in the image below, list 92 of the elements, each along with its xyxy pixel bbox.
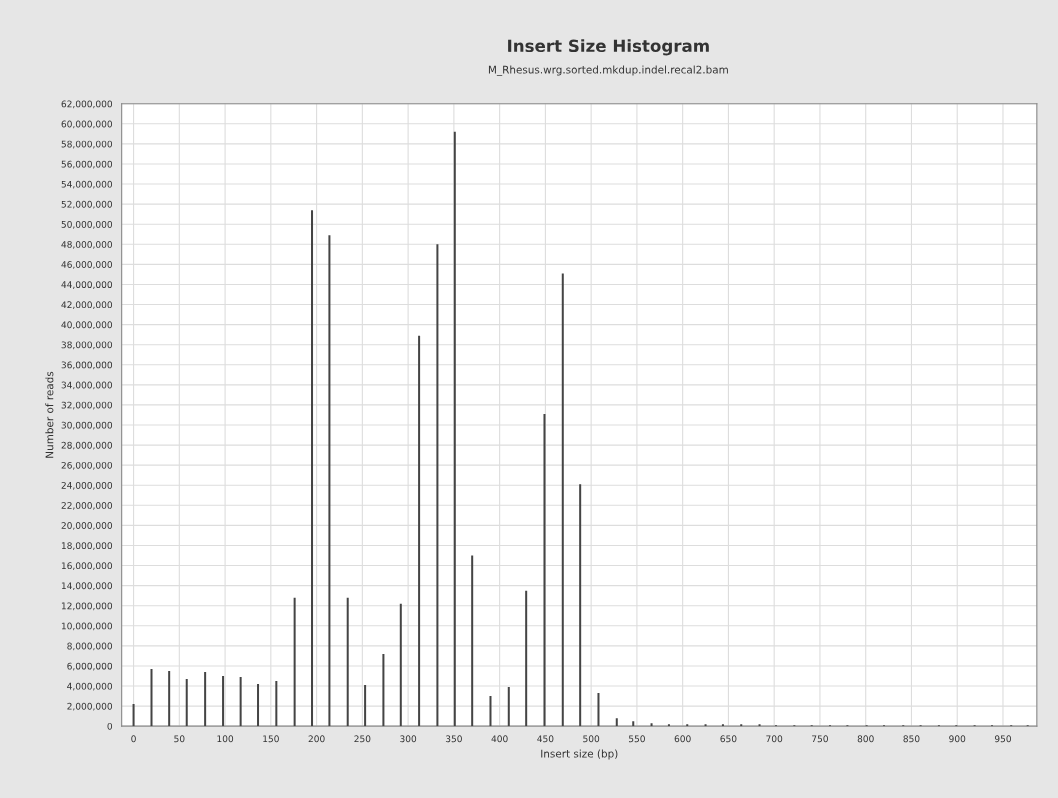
y-tick-label: 54,000,000 xyxy=(61,180,113,189)
y-tick-label: 34,000,000 xyxy=(61,381,113,390)
x-tick-label: 550 xyxy=(628,735,645,743)
bar xyxy=(436,244,439,727)
y-tick-label: 0 xyxy=(107,722,113,730)
x-tick-label: 600 xyxy=(674,735,691,743)
bar xyxy=(257,684,260,727)
y-tick-label: 58,000,000 xyxy=(61,140,113,149)
bar xyxy=(382,653,385,727)
x-tick-label: 900 xyxy=(949,735,966,743)
y-tick-label: 18,000,000 xyxy=(61,542,113,550)
y-tick-label: 6,000,000 xyxy=(67,662,113,671)
x-tick-label: 800 xyxy=(857,735,874,743)
x-tick-label: 650 xyxy=(720,735,737,743)
y-tick-label: 8,000,000 xyxy=(67,642,113,651)
y-tick-label: 32,000,000 xyxy=(61,401,113,410)
x-axis-title: Insert size (bp) xyxy=(541,749,618,760)
x-tick-label: 250 xyxy=(354,735,371,743)
bar xyxy=(561,273,564,727)
y-tick-label: 20,000,000 xyxy=(61,522,113,530)
y-tick-label: 48,000,000 xyxy=(61,241,113,249)
y-tick-label: 38,000,000 xyxy=(61,341,113,350)
y-tick-label: 4,000,000 xyxy=(67,682,113,691)
bar xyxy=(418,335,421,727)
y-tick-label: 10,000,000 xyxy=(61,622,113,631)
bar xyxy=(222,675,225,727)
y-tick-label: 26,000,000 xyxy=(61,461,113,470)
bar xyxy=(632,721,635,727)
bar xyxy=(239,676,242,727)
bar xyxy=(525,590,528,727)
x-tick-label: 150 xyxy=(263,735,279,743)
bar xyxy=(704,724,707,727)
bar xyxy=(293,597,296,727)
y-tick-label: 16,000,000 xyxy=(61,562,113,571)
x-tick-label: 300 xyxy=(400,735,417,743)
x-tick-label: 500 xyxy=(583,735,600,743)
x-tick-label: 50 xyxy=(174,735,185,743)
y-tick-label: 40,000,000 xyxy=(61,321,113,330)
chart-subtitle: M_Rhesus.wrg.sorted.mkdup.indel.recal2.bam xyxy=(488,65,728,76)
bar xyxy=(185,679,188,727)
x-tick-label: 850 xyxy=(903,735,920,743)
bar xyxy=(132,704,135,727)
bar xyxy=(489,696,492,727)
bar xyxy=(740,724,743,727)
y-tick-label: 24,000,000 xyxy=(61,481,113,490)
y-axis-title: Number of reads xyxy=(45,371,54,458)
y-tick-label: 46,000,000 xyxy=(61,261,113,269)
bar xyxy=(579,484,582,727)
bar xyxy=(204,671,207,727)
y-tick-label: 14,000,000 xyxy=(61,582,113,591)
y-tick-label: 12,000,000 xyxy=(61,602,113,611)
bar xyxy=(328,235,331,727)
y-tick-label: 50,000,000 xyxy=(61,220,113,229)
bar xyxy=(615,718,618,727)
y-tick-label: 22,000,000 xyxy=(61,502,113,510)
x-tick-label: 400 xyxy=(491,735,508,743)
bar xyxy=(150,668,153,727)
chart-title: Insert Size Histogram xyxy=(508,39,709,56)
bar xyxy=(721,724,724,727)
bar xyxy=(399,603,402,727)
bar xyxy=(311,210,314,727)
bar xyxy=(364,685,367,727)
bar xyxy=(597,693,600,727)
bar xyxy=(453,131,456,727)
x-tick-label: 450 xyxy=(537,735,554,743)
bar xyxy=(667,724,670,727)
bar xyxy=(275,681,278,727)
x-tick-label: 700 xyxy=(766,735,783,743)
bar xyxy=(686,724,689,727)
x-tick-label: 950 xyxy=(994,735,1011,743)
bar xyxy=(758,724,761,727)
y-tick-label: 60,000,000 xyxy=(61,120,113,129)
y-tick-label: 42,000,000 xyxy=(61,301,113,310)
y-tick-label: 62,000,000 xyxy=(61,100,113,109)
x-tick-label: 750 xyxy=(812,735,828,743)
x-tick-label: 350 xyxy=(445,735,462,743)
bar xyxy=(346,597,349,727)
bar xyxy=(507,687,510,727)
y-tick-label: 36,000,000 xyxy=(61,361,113,370)
y-tick-label: 28,000,000 xyxy=(61,441,113,450)
bar xyxy=(543,413,546,727)
y-tick-label: 30,000,000 xyxy=(61,421,113,430)
y-tick-label: 44,000,000 xyxy=(61,281,113,289)
bar xyxy=(471,555,474,727)
y-tick-label: 2,000,000 xyxy=(67,702,113,711)
x-tick-label: 200 xyxy=(308,735,325,743)
x-tick-label: 0 xyxy=(131,735,136,743)
y-tick-label: 52,000,000 xyxy=(61,200,113,209)
x-tick-label: 100 xyxy=(217,735,234,743)
bar xyxy=(650,723,653,727)
y-tick-label: 56,000,000 xyxy=(61,160,113,169)
bar xyxy=(168,670,171,727)
